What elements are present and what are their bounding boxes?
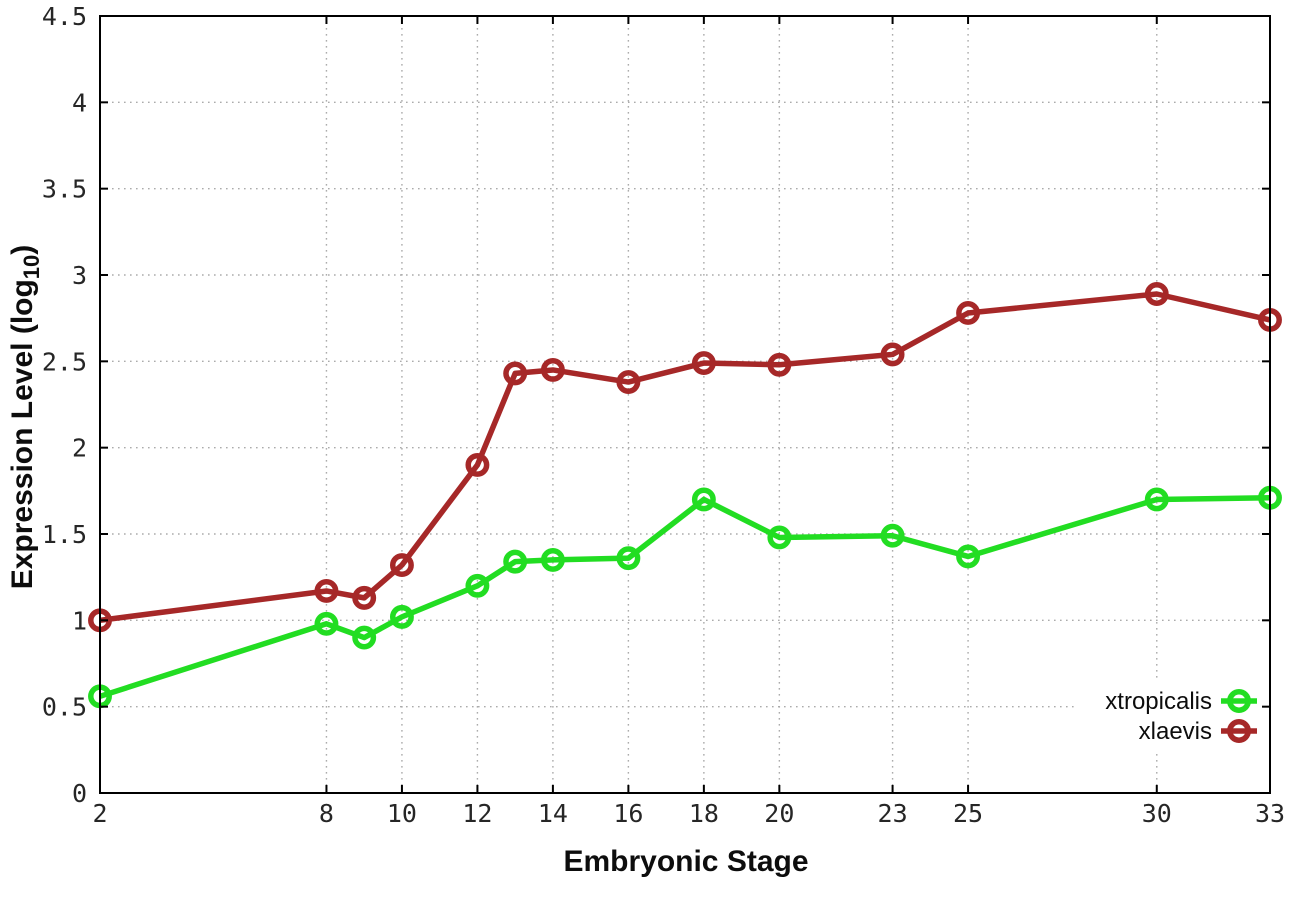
x-tick-label-30: 30 [1142,799,1172,828]
data-point-xlaevis-8 [314,579,339,603]
data-point-xtropicalis-8 [314,611,339,636]
y-axis-label-subscript: 10 [19,255,44,279]
data-point-xtropicalis-16 [616,546,641,571]
x-tick-label-20: 20 [764,799,794,828]
data-point-xtropicalis-18 [691,487,716,512]
data-point-xlaevis-16 [616,370,641,395]
data-point-xlaevis-14 [540,358,565,382]
data-point-xtropicalis-14 [540,547,565,572]
x-tick-label-12: 12 [462,799,492,828]
y-tick-label-0.5: 0.5 [42,693,87,722]
data-point-xtropicalis-20 [767,525,792,550]
x-tick-label-33: 33 [1255,799,1285,828]
legend-sample-marker-xlaevis [1227,719,1251,743]
x-tick-label-10: 10 [387,799,417,828]
plot-border [99,15,1271,794]
y-tick-label-1: 1 [72,606,87,635]
data-point-xlaevis-25 [956,301,981,325]
y-tick-label-3.5: 3.5 [42,175,87,204]
legend-label-xlaevis: xlaevis [1139,718,1212,745]
data-point-xlaevis-20 [767,352,792,377]
y-tick-label-3: 3 [72,261,87,290]
legend-label-xtropicalis: xtropicalis [1105,688,1212,715]
x-tick-label-8: 8 [319,799,334,828]
data-point-xlaevis-13 [503,361,528,386]
legend-sample-marker-xtropicalis [1227,689,1251,713]
x-tick-label-16: 16 [613,799,643,828]
data-point-xlaevis-10 [389,553,414,578]
legend: xtropicalis xlaevis [1078,680,1262,750]
x-tick-label-18: 18 [689,799,719,828]
tick-labels: 2 8 10 12 14 16 18 20 23 25 30 33 0 0.5 1 1.5 2 2.5 3 3.5 4 4… [42,2,1285,828]
data-point-xlaevis-12 [465,452,490,477]
y-tick-label-2.5: 2.5 [42,347,87,376]
y-axis-label-prefix: Expression Level (log [6,279,39,589]
y-tick-label-1.5: 1.5 [42,520,87,549]
y-tick-label-4.5: 4.5 [42,2,87,31]
y-tick-label-4: 4 [72,88,87,117]
data-point-xlaevis-9 [352,585,377,610]
data-point-xlaevis-23 [880,342,905,367]
data-point-xtropicalis-9 [352,625,377,650]
x-tick-label-23: 23 [878,799,908,828]
x-tick-label-25: 25 [953,799,983,828]
data-point-xtropicalis-13 [503,549,528,574]
y-axis-label-suffix: ) [6,245,39,255]
y-tick-label-0: 0 [72,779,87,808]
y-axis-label: Expression Level (log10) [6,245,44,590]
x-axis-label: Embryonic Stage [563,845,808,878]
data-point-xtropicalis-25 [956,544,981,569]
x-tick-label-2: 2 [92,799,107,828]
data-point-xtropicalis-12 [465,573,490,598]
data-point-xtropicalis-23 [880,523,905,548]
data-point-xlaevis-30 [1144,282,1169,306]
y-tick-label-2: 2 [72,434,87,463]
data-point-xtropicalis-10 [389,604,414,629]
data-point-xlaevis-18 [691,351,716,376]
legend-item-xlaevis: xlaevis [1139,718,1257,745]
legend-item-xtropicalis: xtropicalis [1105,688,1257,715]
data-point-xtropicalis-30 [1144,487,1169,512]
x-tick-label-14: 14 [538,799,568,828]
